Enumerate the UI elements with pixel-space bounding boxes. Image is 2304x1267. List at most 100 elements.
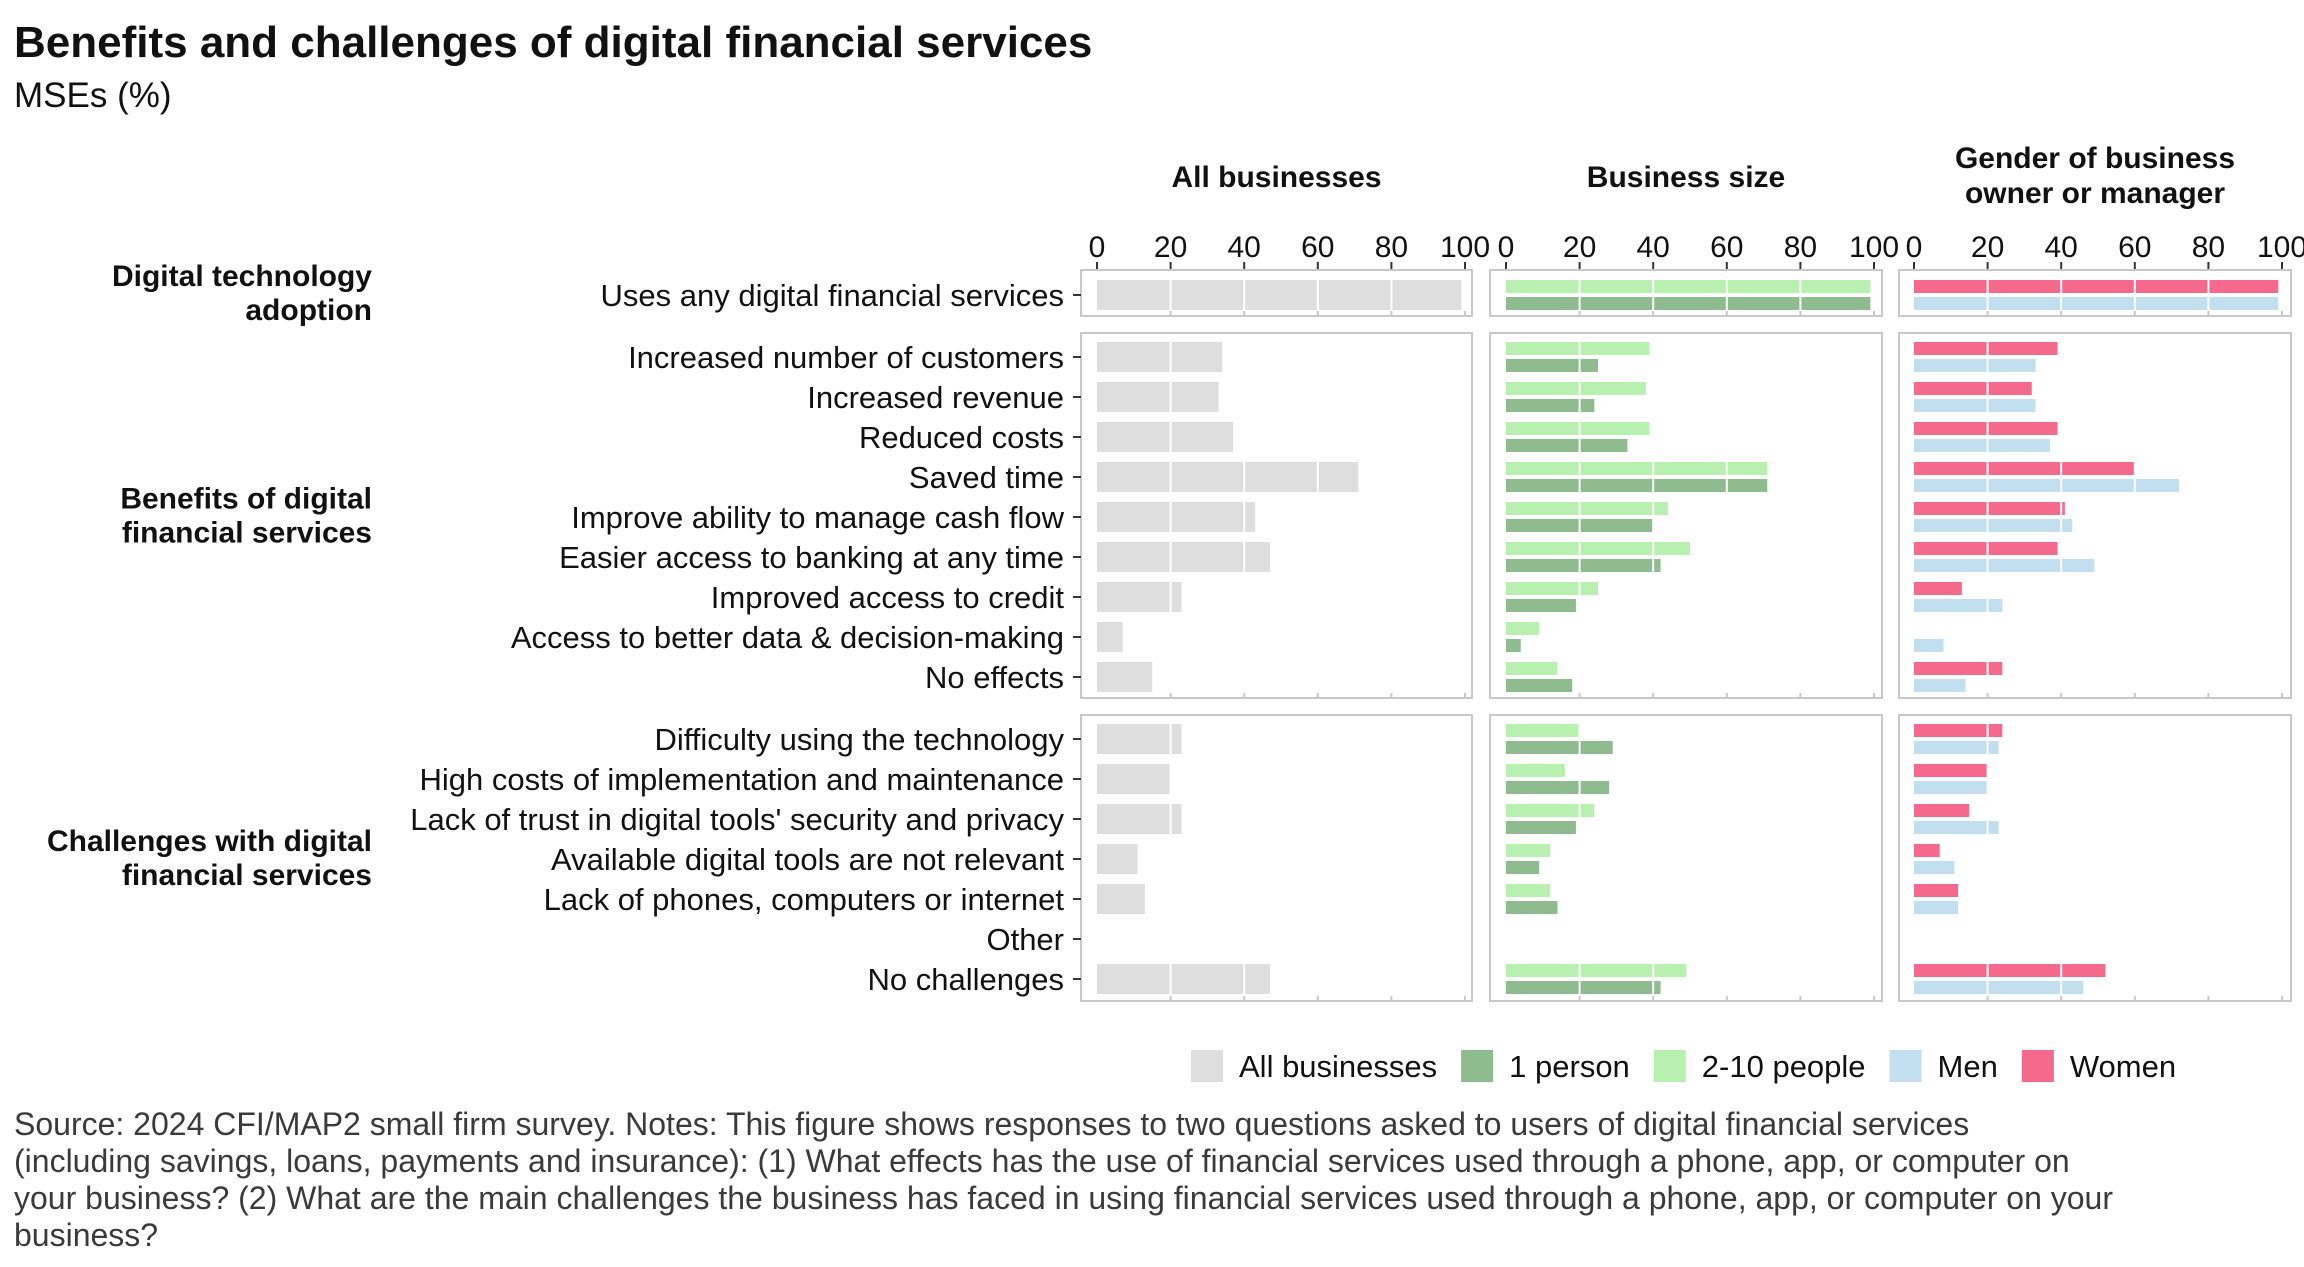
category-label-access-to-better-data-decision-making: Access to better data & decision-making <box>511 620 1064 655</box>
facet-panel <box>1080 714 1473 1002</box>
bar-all-lack-of-phones-computers-or-internet <box>1097 884 1145 914</box>
category-label-high-costs-of-implementation-and-maintenance: High costs of implementation and mainten… <box>420 762 1064 797</box>
bar-two_to_ten-available-digital-tools-are-not-relevant <box>1506 844 1551 857</box>
bar-men-saved-time <box>1914 479 2179 492</box>
bar-one_person-no-effects <box>1506 679 1573 692</box>
bar-one_person-reduced-costs <box>1506 439 1628 452</box>
x-tick-label-2-100: 100 <box>2257 231 2304 264</box>
x-tick-label-1-60: 60 <box>1710 231 1743 264</box>
bar-all-saved-time <box>1097 462 1359 492</box>
x-tick-label-2-80: 80 <box>2192 231 2225 264</box>
legend-label-two_to_ten: 2-10 people <box>1702 1049 1866 1084</box>
chart-title: Benefits and challenges of digital finan… <box>14 18 1093 67</box>
category-label-improved-access-to-credit: Improved access to credit <box>711 580 1065 615</box>
x-tick-label-1-40: 40 <box>1637 231 1670 264</box>
bar-all-high-costs-of-implementation-and-maintenance <box>1097 764 1171 794</box>
facet-title-all-businesses: All businesses <box>1171 161 1381 194</box>
legend-swatch-all <box>1191 1050 1223 1082</box>
group-label-line: financial services <box>122 859 372 892</box>
bar-two_to_ten-easier-access-to-banking-at-any-time <box>1506 542 1690 555</box>
bar-one_person-uses-any-digital-financial-services <box>1506 297 1871 310</box>
legend-label-women: Women <box>2070 1049 2176 1084</box>
category-label-available-digital-tools-are-not-relevant: Available digital tools are not relevant <box>551 842 1064 877</box>
category-label-increased-revenue: Increased revenue <box>807 380 1064 415</box>
bar-women-lack-of-trust-in-digital-tools-security-and-privacy <box>1914 804 1970 817</box>
facet-title-business-size: Business size <box>1587 161 1785 194</box>
legend-swatch-women <box>2021 1050 2054 1082</box>
x-tick-label-2-60: 60 <box>2118 231 2151 264</box>
bar-men-reduced-costs <box>1914 439 2051 452</box>
x-tick-label-1-80: 80 <box>1784 231 1817 264</box>
bar-all-lack-of-trust-in-digital-tools-security-and-privacy <box>1097 804 1182 834</box>
group-label-line: Challenges with digital <box>47 825 372 858</box>
bar-women-no-challenges <box>1914 964 2106 977</box>
legend-label-all: All businesses <box>1239 1049 1437 1084</box>
bar-men-available-digital-tools-are-not-relevant <box>1914 861 1955 874</box>
bar-women-difficulty-using-the-technology <box>1914 724 2003 737</box>
bar-two_to_ten-improved-access-to-credit <box>1506 582 1598 595</box>
x-tick-label-0-0: 0 <box>1089 231 1106 264</box>
facet-title-line: All businesses <box>1171 161 1381 194</box>
bar-one_person-improved-access-to-credit <box>1506 599 1576 612</box>
bar-two_to_ten-difficulty-using-the-technology <box>1506 724 1580 737</box>
bar-two_to_ten-no-effects <box>1506 662 1558 675</box>
bar-two_to_ten-increased-revenue <box>1506 382 1646 395</box>
bar-one_person-difficulty-using-the-technology <box>1506 741 1613 754</box>
bar-men-improved-access-to-credit <box>1914 599 2003 612</box>
group-label-line: financial services <box>122 517 372 550</box>
bar-women-saved-time <box>1914 462 2135 475</box>
bar-all-available-digital-tools-are-not-relevant <box>1097 844 1138 874</box>
x-tick-label-0-40: 40 <box>1228 231 1261 264</box>
group-label-digital-technology-adoption: Digital technology adoption <box>112 260 372 327</box>
bar-women-available-digital-tools-are-not-relevant <box>1914 844 1940 857</box>
group-label-challenges-with-digital-financial-services: Challenges with digital financial service… <box>47 825 372 892</box>
x-tick-label-0-20: 20 <box>1154 231 1187 264</box>
bar-one_person-access-to-better-data-decision-making <box>1506 639 1521 652</box>
category-label-no-challenges: No challenges <box>868 962 1064 997</box>
bar-men-no-challenges <box>1914 981 2084 994</box>
x-tick-label-0-60: 60 <box>1301 231 1334 264</box>
legend-swatch-men <box>1889 1050 1922 1082</box>
facet-panel <box>1898 714 2292 1002</box>
bar-all-uses-any-digital-financial-services <box>1097 280 1462 310</box>
bar-all-access-to-better-data-decision-making <box>1097 622 1123 652</box>
category-label-lack-of-phones-computers-or-internet: Lack of phones, computers or internet <box>544 882 1065 917</box>
bar-all-increased-revenue <box>1097 382 1219 412</box>
bar-two_to_ten-increased-number-of-customers <box>1506 342 1650 355</box>
category-label-other: Other <box>986 922 1064 957</box>
bar-women-high-costs-of-implementation-and-maintenance <box>1914 764 1988 777</box>
bar-men-lack-of-phones-computers-or-internet <box>1914 901 1959 914</box>
bar-two_to_ten-no-challenges <box>1506 964 1687 977</box>
category-label-easier-access-to-banking-at-any-time: Easier access to banking at any time <box>559 540 1064 575</box>
facet-panel <box>1489 714 1883 1002</box>
bar-women-improved-access-to-credit <box>1914 582 1962 595</box>
bar-one_person-high-costs-of-implementation-and-maintenance <box>1506 781 1610 794</box>
bar-men-lack-of-trust-in-digital-tools-security-and-privacy <box>1914 821 1999 834</box>
group-label-line: adoption <box>245 294 372 327</box>
facet-title-line: Gender of business <box>1955 142 2235 175</box>
bar-men-difficulty-using-the-technology <box>1914 741 1999 754</box>
bar-one_person-saved-time <box>1506 479 1768 492</box>
bar-men-no-effects <box>1914 679 1966 692</box>
chart-subtitle: MSEs (%) <box>14 76 172 115</box>
category-label-saved-time: Saved time <box>909 460 1064 495</box>
category-label-lack-of-trust-in-digital-tools-security-and-privacy: Lack of trust in digital tools' security… <box>410 802 1064 837</box>
bar-two_to_ten-lack-of-phones-computers-or-internet <box>1506 884 1551 897</box>
bar-one_person-easier-access-to-banking-at-any-time <box>1506 559 1661 572</box>
legend-swatch-two_to_ten <box>1653 1050 1686 1082</box>
category-label-reduced-costs: Reduced costs <box>859 420 1064 455</box>
bar-two_to_ten-lack-of-trust-in-digital-tools-security-and-privacy <box>1506 804 1595 817</box>
x-tick-label-2-40: 40 <box>2045 231 2078 264</box>
x-tick-label-2-0: 0 <box>1906 231 1923 264</box>
bar-men-access-to-better-data-decision-making <box>1914 639 1944 652</box>
bar-two_to_ten-saved-time <box>1506 462 1768 475</box>
bar-men-uses-any-digital-financial-services <box>1914 297 2279 310</box>
legend-swatch-one_person <box>1461 1050 1494 1082</box>
category-label-increased-number-of-customers: Increased number of customers <box>628 340 1064 375</box>
group-label-line: Digital technology <box>112 260 372 293</box>
facet-title-gender-of-business-owner-or-manager: Gender of business owner or manager <box>1955 142 2235 210</box>
x-tick-label-1-20: 20 <box>1563 231 1596 264</box>
facet-title-line: Business size <box>1587 161 1785 194</box>
bar-women-easier-access-to-banking-at-any-time <box>1914 542 2058 555</box>
